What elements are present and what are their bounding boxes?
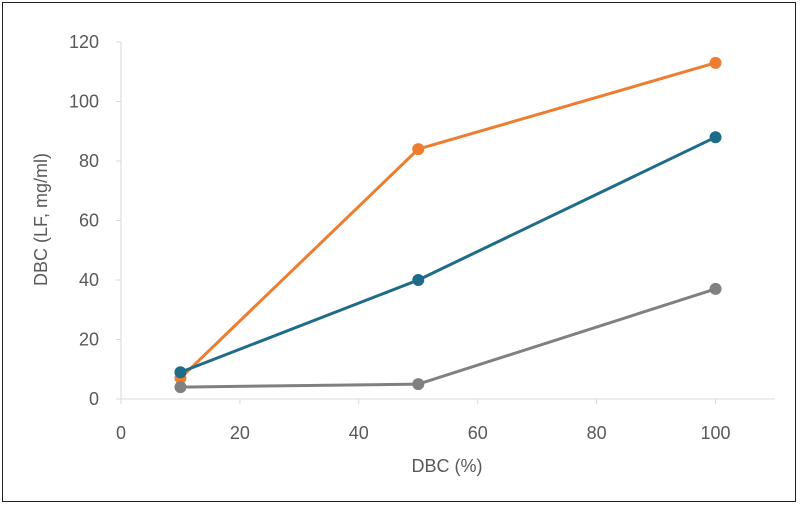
series-1-point bbox=[412, 143, 425, 156]
x-tick-label: 80 bbox=[587, 423, 607, 443]
series-layer bbox=[174, 56, 722, 394]
series-3-point bbox=[412, 378, 425, 391]
y-tick-label: 60 bbox=[79, 211, 99, 231]
y-tick-label: 80 bbox=[79, 151, 99, 171]
y-tick-label: 0 bbox=[89, 389, 99, 409]
series-3-point bbox=[174, 381, 187, 394]
x-axis-title: DBC (%) bbox=[412, 456, 483, 476]
series-2-point bbox=[709, 131, 722, 144]
x-tick-label: 60 bbox=[468, 423, 488, 443]
y-tick-label: 100 bbox=[69, 92, 99, 112]
series-1-line bbox=[178, 61, 718, 380]
series-3-point bbox=[709, 282, 722, 295]
series-2-point bbox=[412, 274, 425, 286]
series-3 bbox=[174, 282, 722, 394]
series-1 bbox=[174, 56, 722, 385]
x-tick-label: 40 bbox=[349, 423, 369, 443]
series-3-line bbox=[178, 287, 718, 389]
axes: 0 20 40 60 80 100 120 0 20 40 60 80 100 bbox=[69, 32, 775, 443]
x-tick-label: 100 bbox=[701, 423, 731, 443]
series-2 bbox=[174, 131, 722, 379]
y-tick-label: 20 bbox=[79, 330, 99, 350]
series-1-point bbox=[709, 56, 722, 69]
y-tick-label: 40 bbox=[79, 270, 99, 290]
x-tick-label: 0 bbox=[116, 423, 126, 443]
x-tick-label: 20 bbox=[230, 423, 250, 443]
y-tick-label: 120 bbox=[69, 32, 99, 52]
series-2-point bbox=[174, 366, 187, 379]
y-axis-title: DBC (LF, mg/ml) bbox=[31, 153, 51, 286]
series-2-line bbox=[178, 135, 718, 374]
